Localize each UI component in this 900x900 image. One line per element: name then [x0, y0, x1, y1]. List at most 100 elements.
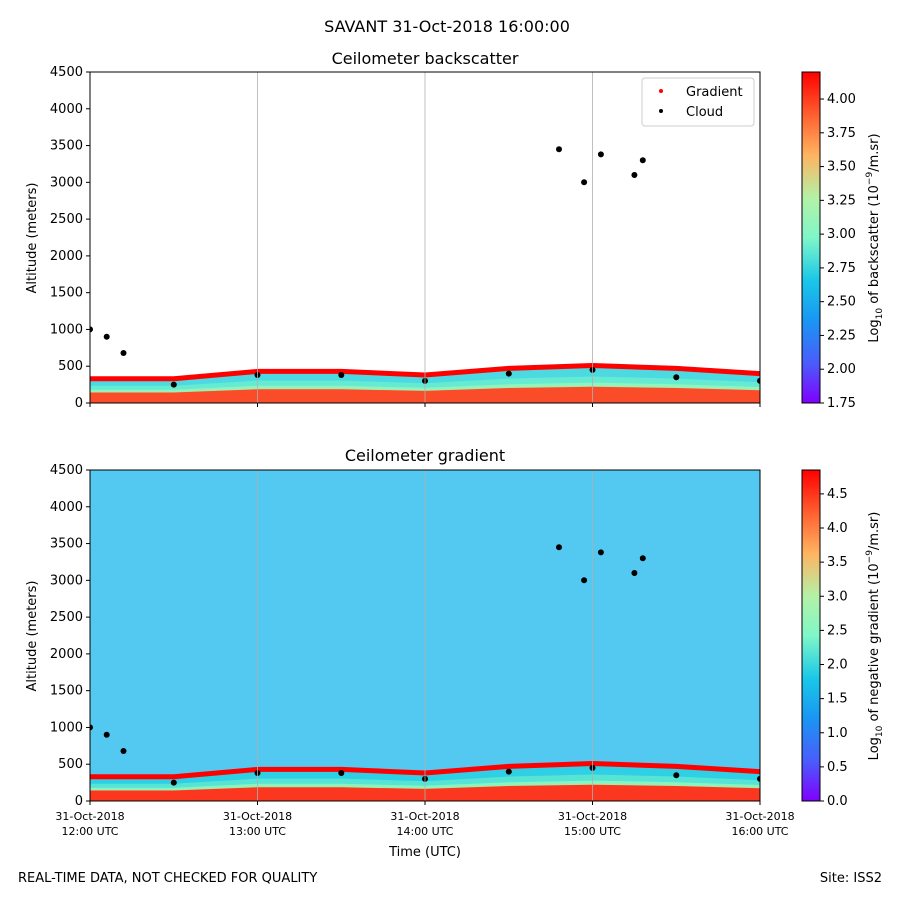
colorbar-tick-label-1: 2.00 — [827, 362, 856, 377]
y-tick-label-2500: 2500 — [50, 212, 83, 227]
backscatter-panel: Ceilometer backscatter 0 500 1000 1500 2000 2… — [25, 49, 885, 411]
cloud-point-3 — [556, 146, 562, 153]
cloud-point-10 — [338, 372, 345, 378]
gradient-colorbar-gradient — [801, 469, 821, 802]
cloud-point-1 — [103, 731, 110, 738]
gradient-x-label: Time (UTC) — [388, 845, 461, 860]
y-tick-label-1000: 1000 — [50, 322, 83, 337]
gradient-x-axis: 31-Oct-2018 12:00 UTC 31-Oct-2018 13:00 UTC… — [55, 801, 795, 838]
legend-cloud-marker — [659, 109, 663, 113]
gradient-title: Ceilometer gradient — [345, 446, 505, 465]
x-tick-time-12: 12:00 UTC — [61, 825, 118, 838]
y-tick-label-2000: 2000 — [50, 647, 83, 662]
colorbar-tick-label-3: 1.5 — [827, 692, 848, 707]
x-tick-time-16: 16:00 UTC — [731, 825, 788, 838]
cloud-point-14 — [673, 374, 680, 381]
cloud-point-4 — [581, 179, 588, 186]
backscatter-legend[interactable]: Gradient Cloud — [641, 77, 755, 127]
legend-cloud-label: Cloud — [686, 105, 723, 120]
cloud-point-12 — [505, 370, 512, 377]
cloud-point-6 — [631, 570, 638, 576]
cloud-point-7 — [639, 555, 646, 562]
colorbar-tick-label-8: 3.75 — [827, 126, 856, 141]
cloud-point-0 — [90, 724, 93, 731]
colorbar-tick-label-2: 2.25 — [827, 328, 856, 343]
backscatter-colorbar-gradient — [801, 71, 821, 404]
cloud-point-2 — [120, 748, 127, 754]
suptitle: SAVANT 31-Oct-2018 16:00:00 — [324, 17, 570, 36]
backscatter-colorbar-label: Log10 of backscatter (10−9/m.sr) — [865, 133, 885, 342]
cloud-point-4 — [581, 577, 588, 584]
colorbar-tick-label-2: 1.0 — [827, 726, 848, 741]
gradient-colorbar-ticks: 0.0 0.5 1.0 1.5 2.0 2.5 3.0 3.5 4.0 4.5 — [820, 487, 848, 809]
gradient-y-label: Altitude (meters) — [25, 581, 40, 692]
gradient-gridlines — [257, 470, 593, 801]
cloud-point-8 — [170, 779, 177, 786]
colorbar-tick-label-0: 0.0 — [827, 794, 848, 809]
backscatter-y-axis: 0 500 1000 1500 2000 2500 3000 3500 4000 4500 — [50, 65, 90, 411]
cloud-point-0 — [90, 326, 93, 333]
backscatter-y-label: Altitude (meters) — [25, 183, 40, 294]
y-tick-label-500: 500 — [58, 757, 83, 772]
x-tick-time-14: 14:00 UTC — [396, 825, 453, 838]
x-tick-time-13: 13:00 UTC — [229, 825, 286, 838]
x-tick-date-15: 31-Oct-2018 — [558, 810, 627, 823]
y-tick-label-2000: 2000 — [50, 249, 83, 264]
gradient-colorbar: 0.0 0.5 1.0 1.5 2.0 2.5 3.0 3.5 4.0 4.5 Log10 of … — [801, 469, 885, 809]
y-tick-label-3500: 3500 — [50, 139, 83, 154]
gradient-colorbar-label: Log10 of negative gradient (10−9/m.sr) — [865, 512, 885, 761]
x-tick-time-15: 15:00 UTC — [564, 825, 621, 838]
backscatter-gridlines — [257, 72, 593, 403]
y-tick-label-3500: 3500 — [50, 537, 83, 552]
footer-site: Site: ISS2 — [820, 871, 882, 886]
colorbar-tick-label-7: 3.50 — [827, 160, 856, 175]
x-tick-date-14: 31-Oct-2018 — [390, 810, 459, 823]
cloud-point-6 — [631, 172, 638, 178]
colorbar-tick-label-1: 0.5 — [827, 760, 848, 775]
colorbar-tick-label-9: 4.5 — [827, 487, 848, 502]
cloud-point-12 — [505, 768, 512, 775]
colorbar-tick-label-5: 3.00 — [827, 227, 856, 242]
colorbar-tick-label-4: 2.75 — [827, 261, 856, 276]
y-tick-label-1000: 1000 — [50, 720, 83, 735]
cloud-point-14 — [673, 772, 680, 779]
colorbar-tick-label-9: 4.00 — [827, 92, 856, 107]
cloud-point-15 — [757, 775, 760, 782]
y-tick-label-4000: 4000 — [50, 102, 83, 117]
cloud-point-2 — [120, 350, 127, 356]
cloud-point-1 — [103, 333, 110, 340]
y-tick-label-4500: 4500 — [50, 463, 83, 478]
gradient-panel: Ceilometer gradient 0 500 1000 1500 2000 2500… — [25, 446, 885, 860]
cloud-point-7 — [639, 157, 646, 164]
cloud-point-8 — [170, 381, 177, 388]
cloud-point-10 — [338, 770, 345, 776]
x-tick-date-12: 31-Oct-2018 — [55, 810, 124, 823]
y-tick-label-500: 500 — [58, 359, 83, 374]
cloud-point-5 — [597, 151, 604, 158]
colorbar-tick-label-4: 2.0 — [827, 658, 848, 673]
legend-gradient-marker — [659, 89, 663, 93]
colorbar-tick-label-6: 3.25 — [827, 193, 856, 208]
y-tick-label-0: 0 — [75, 794, 83, 809]
gradient-y-axis: 0 500 1000 1500 2000 2500 3000 3500 4000 4500 — [50, 463, 90, 809]
colorbar-tick-label-6: 3.0 — [827, 589, 848, 604]
colorbar-tick-label-8: 4.0 — [827, 521, 848, 536]
y-tick-label-3000: 3000 — [50, 573, 83, 588]
colorbar-tick-label-7: 3.5 — [827, 555, 848, 570]
colorbar-tick-label-0: 1.75 — [827, 396, 856, 411]
y-tick-label-1500: 1500 — [50, 286, 83, 301]
cloud-point-15 — [757, 377, 760, 384]
y-tick-label-2500: 2500 — [50, 610, 83, 625]
footer-disclaimer: REAL-TIME DATA, NOT CHECKED FOR QUALITY — [18, 871, 317, 886]
x-tick-date-13: 31-Oct-2018 — [223, 810, 292, 823]
backscatter-x-axis — [89, 403, 761, 407]
cloud-point-3 — [556, 544, 562, 551]
cloud-point-5 — [597, 549, 604, 556]
y-tick-label-1500: 1500 — [50, 684, 83, 699]
legend-gradient-label: Gradient — [686, 85, 743, 100]
backscatter-colorbar-ticks: 1.75 2.00 2.25 2.50 2.75 3.00 3.25 3.50 3.75 4.00 — [820, 92, 856, 411]
y-tick-label-4000: 4000 — [50, 500, 83, 515]
y-tick-label-0: 0 — [75, 396, 83, 411]
colorbar-tick-label-5: 2.5 — [827, 623, 848, 638]
